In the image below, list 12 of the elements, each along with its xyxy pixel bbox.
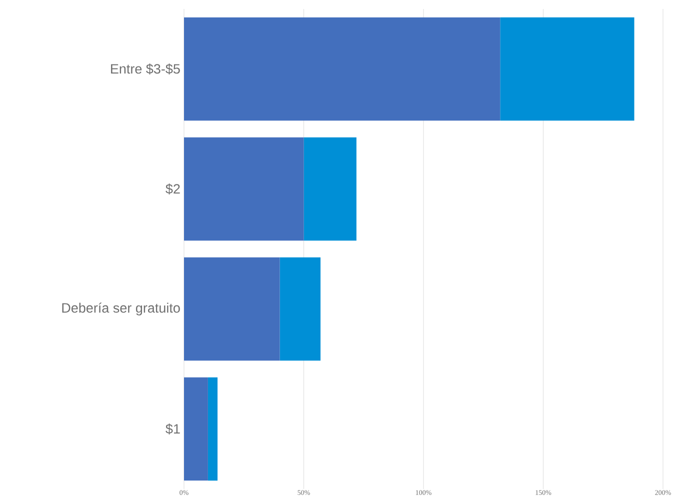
bar (500, 17, 634, 121)
y-tick-label: $1 (166, 424, 180, 434)
y-tick-label: Debería ser gratuito (62, 302, 180, 316)
y-tick-label: $2 (166, 184, 180, 194)
bar (208, 377, 218, 481)
bar (184, 137, 304, 241)
bar (184, 377, 208, 481)
bar (184, 17, 500, 121)
bar (184, 257, 280, 361)
bar (280, 257, 321, 361)
bar (304, 137, 356, 241)
y-tick-label: Entre $3-$5 (111, 64, 180, 74)
